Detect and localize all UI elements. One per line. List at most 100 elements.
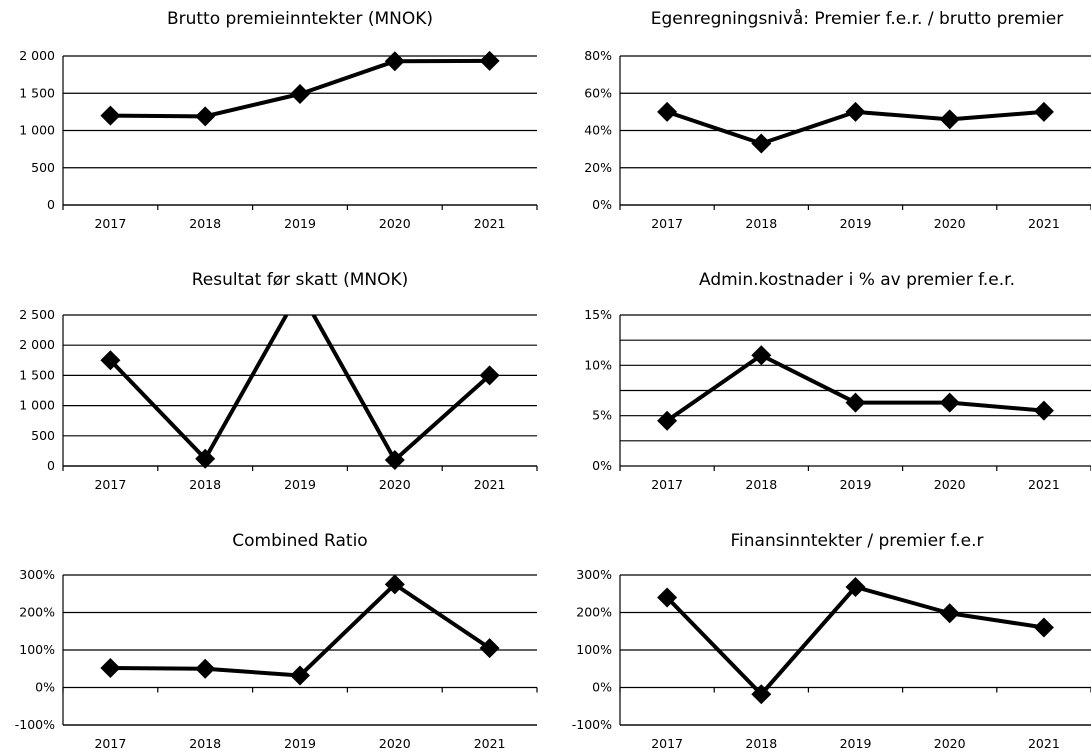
- y-tick-label: 15%: [584, 307, 612, 322]
- x-tick-label: 2021: [1028, 477, 1060, 492]
- x-tick-label: 2019: [284, 736, 316, 751]
- data-point-marker: [751, 684, 772, 705]
- data-point-marker: [195, 106, 216, 127]
- data-point-marker: [939, 109, 960, 130]
- data-point-marker: [195, 658, 216, 679]
- data-point-marker: [1033, 617, 1054, 638]
- y-tick-label: 1 500: [19, 367, 55, 382]
- x-tick-label: 2018: [189, 216, 221, 231]
- y-tick-label: 500: [31, 428, 55, 443]
- x-tick-label: 2021: [1028, 216, 1060, 231]
- data-point-marker: [384, 574, 405, 595]
- y-tick-label: 200%: [19, 605, 55, 620]
- data-point-marker: [845, 577, 866, 597]
- y-tick-label: 10%: [584, 357, 612, 372]
- chart-egenregningsniva: Egenregningsnivå: Premier f.e.r. / brutt…: [584, 8, 1091, 231]
- data-point-marker: [657, 587, 678, 608]
- y-tick-label: 100%: [19, 642, 55, 657]
- x-tick-label: 2018: [745, 477, 777, 492]
- y-tick-label: 2 000: [19, 337, 55, 352]
- data-point-marker: [195, 448, 216, 469]
- data-point-marker: [479, 50, 500, 71]
- x-tick-label: 2017: [94, 477, 126, 492]
- y-tick-label: -100%: [15, 717, 55, 732]
- y-tick-label: 0%: [592, 458, 612, 473]
- data-point-marker: [1033, 400, 1054, 421]
- series-line: [108, 315, 491, 462]
- data-point-marker: [290, 83, 310, 104]
- y-tick-label: 2 000: [19, 48, 55, 63]
- chart-title: Combined Ratio: [232, 531, 367, 551]
- x-tick-label: 2021: [1028, 736, 1060, 751]
- x-tick-label: 2020: [379, 736, 411, 751]
- y-tick-label: 40%: [584, 123, 612, 138]
- data-point-marker: [845, 101, 866, 122]
- x-tick-label: 2019: [840, 477, 872, 492]
- x-tick-label: 2019: [840, 736, 872, 751]
- data-point-marker: [100, 105, 121, 126]
- x-tick-label: 2019: [284, 216, 316, 231]
- x-tick-label: 2021: [474, 477, 506, 492]
- data-point-marker: [845, 392, 866, 413]
- data-point-marker: [479, 638, 500, 659]
- y-tick-label: 300%: [19, 567, 55, 582]
- x-tick-label: 2021: [474, 736, 506, 751]
- x-tick-label: 2017: [94, 216, 126, 231]
- y-tick-label: 500: [31, 160, 55, 175]
- x-tick-label: 2019: [284, 477, 316, 492]
- series-line: [665, 585, 1045, 697]
- chart-title: Admin.kostnader i % av premier f.e.r.: [699, 270, 1015, 290]
- x-tick-label: 2021: [474, 216, 506, 231]
- data-point-marker: [657, 101, 678, 122]
- y-tick-label: 60%: [584, 85, 612, 100]
- chart-resultat-for-skatt: Resultat før skatt (MNOK) 0 500 1 000 1 500…: [19, 270, 538, 492]
- y-tick-label: 200%: [576, 605, 612, 620]
- chart-admin-kostnader: Admin.kostnader i % av premier f.e.r. 0%…: [584, 270, 1091, 492]
- x-tick-label: 2017: [651, 216, 683, 231]
- y-tick-label: 0: [47, 458, 55, 473]
- y-tick-label: -100%: [572, 717, 612, 732]
- y-tick-label: 0%: [592, 680, 612, 695]
- y-tick-label: 300%: [576, 567, 612, 582]
- x-tick-label: 2017: [94, 736, 126, 751]
- data-point-marker: [100, 350, 121, 371]
- x-tick-label: 2017: [651, 477, 683, 492]
- y-tick-label: 100%: [576, 642, 612, 657]
- data-point-marker: [290, 665, 310, 686]
- x-tick-label: 2018: [745, 736, 777, 751]
- x-tick-label: 2020: [379, 216, 411, 231]
- data-point-marker: [384, 51, 405, 72]
- x-tick-label: 2018: [189, 736, 221, 751]
- chart-combined-ratio: Combined Ratio -100% 0% 100% 200% 300% 2017 20…: [15, 531, 538, 751]
- y-tick-label: 20%: [584, 160, 612, 175]
- y-tick-label: 1 000: [19, 123, 55, 138]
- x-tick-label: 2018: [745, 216, 777, 231]
- y-tick-label: 1 500: [19, 85, 55, 100]
- y-tick-label: 0%: [592, 197, 612, 212]
- data-point-marker: [939, 603, 960, 624]
- chart-title: Finansinntekter / premier f.e.r: [731, 531, 984, 551]
- data-point-marker: [939, 392, 960, 413]
- chart-brutto-premieinntekter: Brutto premieinntekter (MNOK) 0 500 1 000 1…: [19, 9, 538, 231]
- y-tick-label: 1 000: [19, 398, 55, 413]
- x-tick-label: 2019: [840, 216, 872, 231]
- y-tick-label: 80%: [584, 48, 612, 63]
- x-tick-label: 2018: [189, 477, 221, 492]
- data-point-marker: [657, 410, 678, 431]
- y-tick-label: 5%: [592, 408, 612, 423]
- x-tick-label: 2020: [934, 216, 966, 231]
- x-tick-label: 2020: [379, 477, 411, 492]
- x-tick-label: 2020: [934, 736, 966, 751]
- y-tick-label: 0: [47, 197, 55, 212]
- data-point-marker: [1033, 101, 1054, 122]
- x-tick-label: 2017: [651, 736, 683, 751]
- data-point-marker: [100, 658, 121, 678]
- data-point-marker: [384, 449, 405, 470]
- data-point-marker: [751, 133, 772, 154]
- chart-title: Brutto premieinntekter (MNOK): [167, 9, 433, 29]
- y-tick-label: 2 500: [19, 307, 55, 322]
- x-tick-label: 2020: [934, 477, 966, 492]
- data-point-marker: [479, 365, 500, 386]
- chart-finansinntekter: Finansinntekter / premier f.e.r -100% 0% 1…: [572, 531, 1091, 751]
